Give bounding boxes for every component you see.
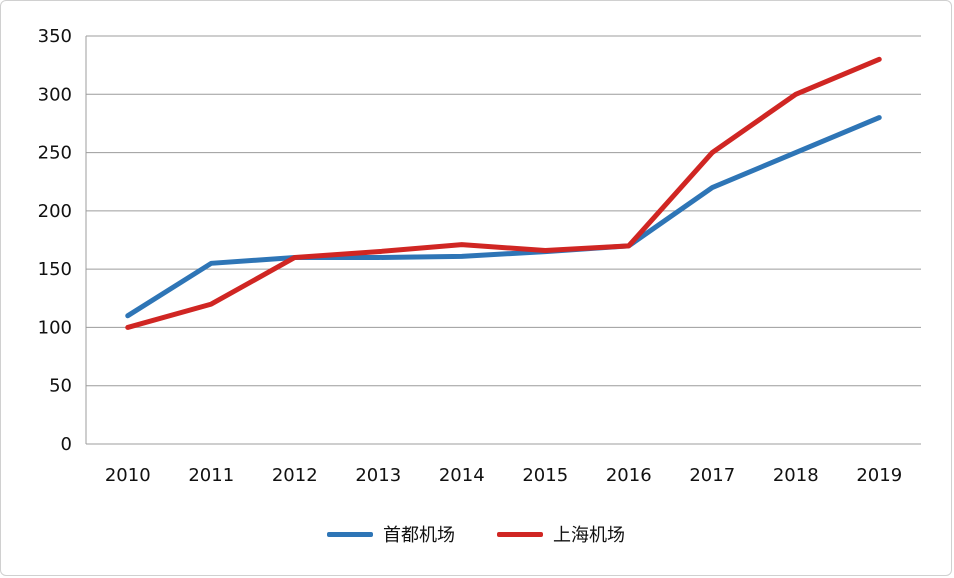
legend-item: 上海机场 (497, 521, 625, 547)
y-axis-tick-label: 0 (61, 434, 72, 455)
x-axis-tick-label: 2015 (522, 465, 568, 486)
x-axis-tick-label: 2019 (856, 465, 902, 486)
series-line-上海机场 (125, 56, 882, 330)
series-line-首都机场 (125, 115, 882, 319)
y-axis-tick-label: 250 (38, 143, 72, 164)
chart-legend: 首都机场 上海机场 (1, 521, 951, 547)
x-axis-tick-label: 2017 (689, 465, 735, 486)
x-axis-tick-label: 2010 (105, 465, 151, 486)
legend-label: 上海机场 (553, 525, 625, 546)
x-axis-tick-label: 2012 (272, 465, 318, 486)
legend-line-swatch (327, 531, 373, 537)
x-axis-tick-label: 2011 (188, 465, 234, 486)
y-axis-tick-label: 150 (38, 259, 72, 280)
y-axis-tick-label: 50 (49, 376, 72, 397)
y-axis-tick-label: 100 (38, 317, 72, 338)
legend-label: 首都机场 (383, 525, 455, 546)
y-axis-tick-label: 200 (38, 201, 72, 222)
legend-line-swatch (497, 531, 543, 537)
y-axis-tick-label: 300 (38, 84, 72, 105)
x-axis-tick-label: 2014 (439, 465, 485, 486)
x-axis-tick-label: 2016 (606, 465, 652, 486)
x-axis-tick-label: 2018 (773, 465, 819, 486)
legend-item: 首都机场 (327, 521, 455, 547)
y-axis-tick-label: 350 (38, 26, 72, 47)
x-axis-tick-label: 2013 (355, 465, 401, 486)
